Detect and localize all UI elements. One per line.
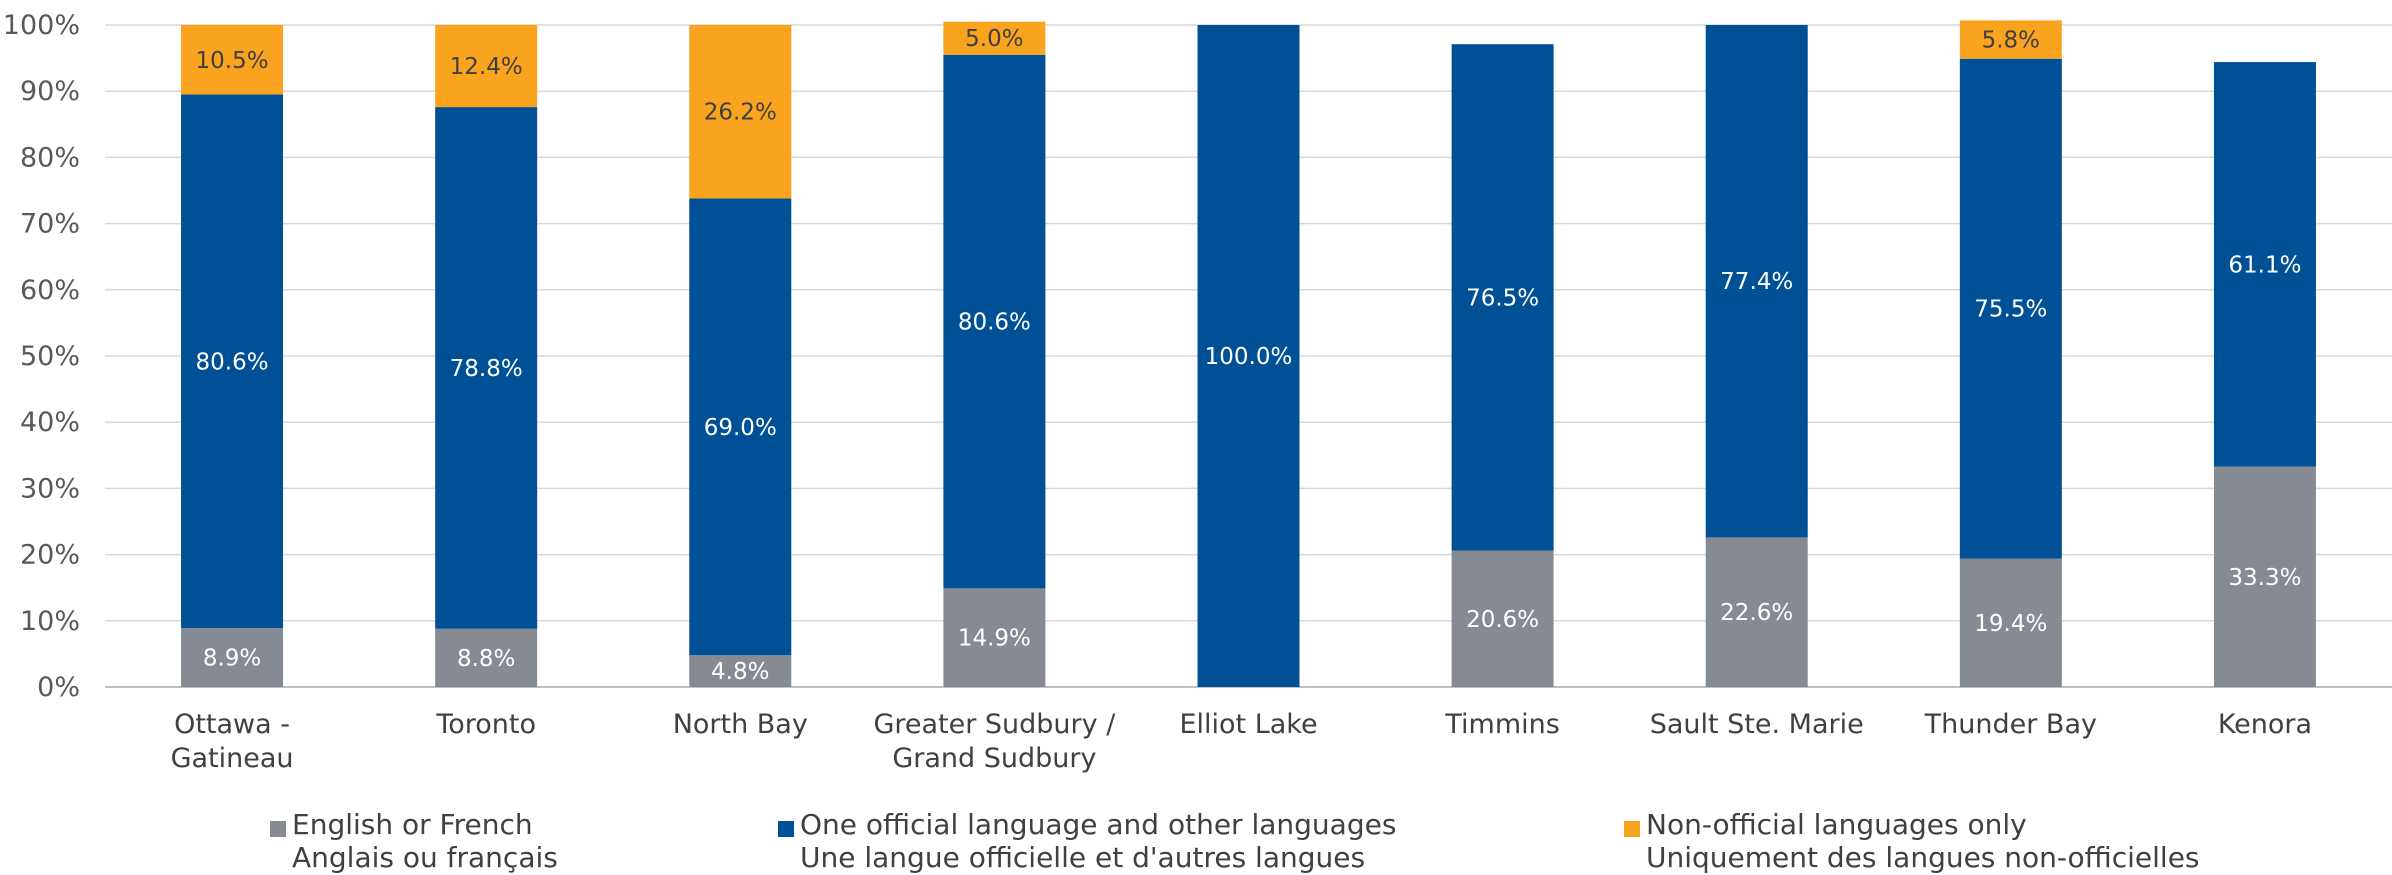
bar-segment <box>689 198 792 656</box>
y-tick-label: 70% <box>20 209 80 240</box>
y-tick-label: 30% <box>20 473 80 504</box>
y-tick-label: 100% <box>3 10 80 41</box>
y-tick-label: 40% <box>20 407 80 438</box>
legend-label: One official language and other language… <box>800 808 1397 841</box>
x-tick-label: Kenora <box>2218 709 2312 740</box>
data-label: 61.1% <box>2228 252 2301 278</box>
y-tick-label: 20% <box>20 540 80 571</box>
legend-label: Non-official languages only <box>1646 808 2027 841</box>
bar-segment <box>181 25 284 95</box>
data-label: 69.0% <box>704 415 777 441</box>
data-label: 78.8% <box>450 356 523 382</box>
legend-label-fr: Une langue officielle et d'autres langue… <box>800 841 1366 874</box>
legend-swatch <box>778 821 794 837</box>
data-label: 100.0% <box>1205 344 1293 370</box>
data-label: 4.8% <box>711 659 769 685</box>
data-label: 22.6% <box>1720 600 1793 626</box>
data-label: 19.4% <box>1974 611 2047 637</box>
y-tick-label: 10% <box>20 606 80 637</box>
bar-segment <box>2213 466 2316 687</box>
data-label: 77.4% <box>1720 269 1793 295</box>
bar-segment <box>943 588 1046 687</box>
bar-segment <box>181 628 284 687</box>
bar-segment <box>1197 25 1300 687</box>
data-label: 14.9% <box>958 626 1031 652</box>
x-tick-label: Elliot Lake <box>1179 709 1317 740</box>
x-tick-label: North Bay <box>673 709 808 740</box>
bar-segment <box>1959 20 2062 59</box>
x-tick-label: Sault Ste. Marie <box>1650 709 1864 740</box>
bar-segment <box>1451 44 1554 551</box>
data-label: 8.8% <box>457 646 515 672</box>
data-label: 5.8% <box>1982 28 2040 54</box>
bar-segment <box>689 655 792 687</box>
bar-segment <box>435 628 538 687</box>
bars <box>181 20 2316 687</box>
data-label: 80.6% <box>958 310 1031 336</box>
stacked-bar-chart: 0% 10% 20% 30% 40% 50% 60% 70% 80% 90% 100% 8.9% 80… <box>3 10 2392 774</box>
x-tick-label: Thunder Bay <box>1924 709 2097 740</box>
x-axis: Ottawa -Gatineau Toronto North Bay Greater … <box>171 709 2312 774</box>
bar-segment <box>2213 62 2316 467</box>
y-tick-label: 80% <box>20 142 80 173</box>
y-tick-label: 0% <box>37 672 80 703</box>
x-tick-label: Toronto <box>435 709 536 740</box>
data-label: 20.6% <box>1466 607 1539 633</box>
bar-segment <box>435 25 538 108</box>
bar-segment <box>689 25 792 199</box>
data-label: 76.5% <box>1466 285 1539 311</box>
legend-swatch <box>270 821 286 837</box>
y-tick-label: 90% <box>20 76 80 107</box>
data-label: 12.4% <box>450 54 523 80</box>
legend-label-fr: Anglais ou français <box>292 841 558 874</box>
bar-segment <box>1451 550 1554 687</box>
x-tick-label: Greater Sudbury / Grand Sudbury <box>873 709 1116 774</box>
bar-segment <box>1959 58 2062 559</box>
legend-label: English or French <box>292 808 533 841</box>
y-axis: 0% 10% 20% 30% 40% 50% 60% 70% 80% 90% 100% <box>3 10 80 703</box>
bar-segment <box>1705 537 1808 687</box>
bar-segment <box>181 94 284 629</box>
bar-segment <box>1705 25 1808 538</box>
legend-label-fr: Uniquement des langues non-officielles <box>1646 841 2200 874</box>
bar-segment <box>943 21 1046 55</box>
data-label: 33.3% <box>2228 565 2301 591</box>
data-label: 75.5% <box>1974 297 2047 323</box>
bar-segment <box>943 54 1046 589</box>
bar-segment <box>1959 558 2062 687</box>
bar-segment <box>435 107 538 629</box>
data-labels: 8.9% 80.6% 10.5% 8.8% 78.8% 12.4% 4.8% 69.0% 26.… <box>196 26 2302 685</box>
y-tick-label: 60% <box>20 275 80 306</box>
legend-swatch <box>1624 821 1640 837</box>
y-tick-label: 50% <box>20 341 80 372</box>
data-label: 5.0% <box>965 26 1023 52</box>
data-label: 80.6% <box>196 349 269 375</box>
x-tick-label: Timmins <box>1444 709 1559 740</box>
data-label: 8.9% <box>203 646 261 672</box>
x-tick-label: Ottawa -Gatineau <box>171 709 294 774</box>
data-label: 26.2% <box>704 100 777 126</box>
data-label: 10.5% <box>196 48 269 74</box>
